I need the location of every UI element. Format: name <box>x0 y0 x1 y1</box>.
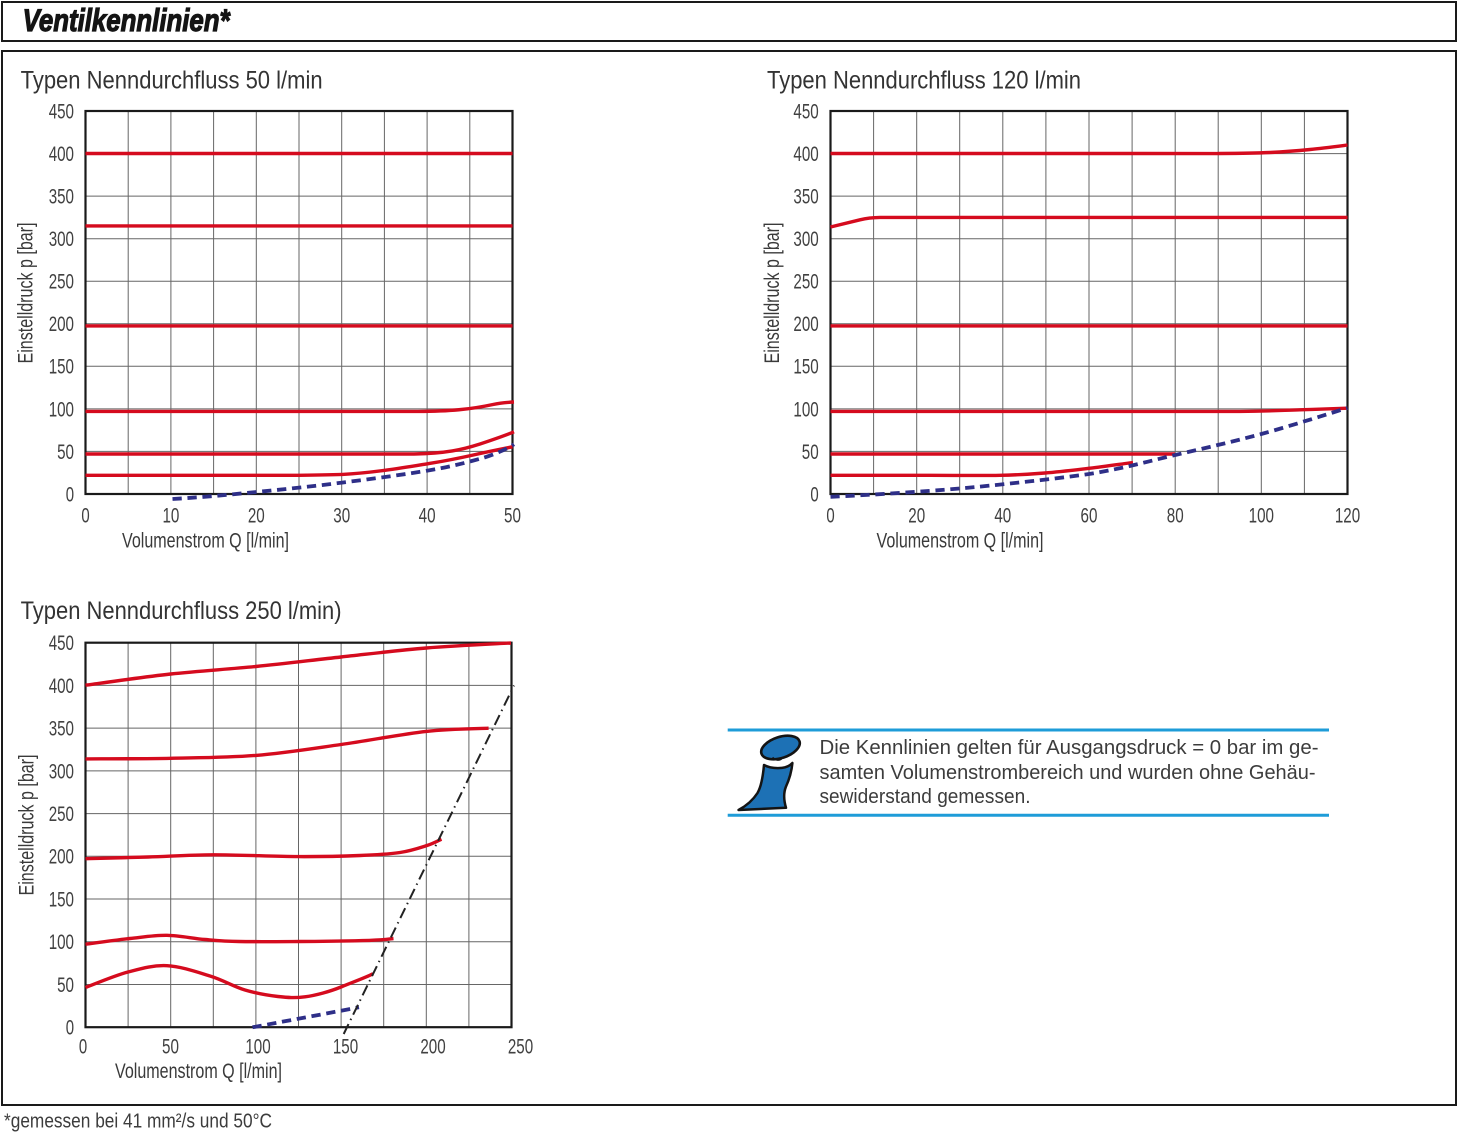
svg-text:50: 50 <box>504 504 521 528</box>
svg-text:Ventilkennlinien*: Ventilkennlinien* <box>23 2 231 38</box>
svg-text:120: 120 <box>1335 504 1360 528</box>
svg-text:450: 450 <box>49 631 74 655</box>
svg-text:250: 250 <box>49 270 74 294</box>
svg-text:400: 400 <box>49 142 74 166</box>
svg-text:150: 150 <box>49 355 74 379</box>
svg-text:40: 40 <box>994 504 1011 528</box>
svg-text:50: 50 <box>57 973 74 997</box>
svg-text:250: 250 <box>49 802 74 826</box>
svg-text:200: 200 <box>49 312 74 336</box>
svg-text:Volumenstrom Q [l/min]: Volumenstrom Q [l/min] <box>122 529 289 553</box>
svg-text:20: 20 <box>908 504 925 528</box>
svg-text:50: 50 <box>162 1035 179 1059</box>
svg-text:80: 80 <box>1167 504 1184 528</box>
svg-text:350: 350 <box>49 185 74 209</box>
svg-text:40: 40 <box>419 504 436 528</box>
svg-text:samten Volumenstrombereich und: samten Volumenstrombereich und wurden oh… <box>820 762 1316 784</box>
svg-text:100: 100 <box>49 397 74 421</box>
svg-text:0: 0 <box>826 504 834 528</box>
svg-text:Typen Nenndurchfluss 250 l/min: Typen Nenndurchfluss 250 l/min) <box>21 597 342 625</box>
svg-text:Typen Nenndurchfluss 50 l/min: Typen Nenndurchfluss 50 l/min <box>21 66 323 94</box>
svg-text:50: 50 <box>57 440 74 464</box>
svg-text:Einstelldruck p [bar]: Einstelldruck p [bar] <box>15 755 39 896</box>
svg-text:350: 350 <box>49 717 74 741</box>
svg-text:10: 10 <box>162 504 179 528</box>
svg-text:30: 30 <box>333 504 350 528</box>
svg-text:100: 100 <box>245 1035 270 1059</box>
svg-text:400: 400 <box>49 674 74 698</box>
svg-text:0: 0 <box>79 1035 87 1059</box>
svg-text:*gemessen bei 41 mm²/s und 50°: *gemessen bei 41 mm²/s und 50°C <box>4 1111 272 1133</box>
svg-text:450: 450 <box>49 99 74 123</box>
svg-text:60: 60 <box>1081 504 1098 528</box>
svg-text:250: 250 <box>508 1035 533 1059</box>
svg-text:400: 400 <box>793 142 818 166</box>
svg-text:350: 350 <box>793 185 818 209</box>
svg-text:100: 100 <box>1249 504 1274 528</box>
svg-text:100: 100 <box>793 397 818 421</box>
svg-text:0: 0 <box>810 482 818 506</box>
svg-text:Einstelldruck p [bar]: Einstelldruck p [bar] <box>14 223 38 364</box>
svg-text:300: 300 <box>49 227 74 251</box>
svg-text:450: 450 <box>793 99 818 123</box>
svg-text:0: 0 <box>66 482 74 506</box>
svg-text:300: 300 <box>793 227 818 251</box>
svg-text:200: 200 <box>420 1035 445 1059</box>
svg-text:200: 200 <box>49 845 74 869</box>
svg-text:Einstelldruck p [bar]: Einstelldruck p [bar] <box>760 223 784 364</box>
svg-text:250: 250 <box>793 270 818 294</box>
svg-text:0: 0 <box>81 504 89 528</box>
svg-text:Volumenstrom Q [l/min]: Volumenstrom Q [l/min] <box>877 529 1044 553</box>
svg-text:300: 300 <box>49 759 74 783</box>
svg-text:Volumenstrom Q [l/min]: Volumenstrom Q [l/min] <box>115 1059 282 1083</box>
svg-text:20: 20 <box>248 504 265 528</box>
svg-text:50: 50 <box>802 440 819 464</box>
svg-text:0: 0 <box>66 1016 74 1040</box>
svg-text:150: 150 <box>333 1035 358 1059</box>
svg-text:Typen Nenndurchfluss 120 l/min: Typen Nenndurchfluss 120 l/min <box>767 66 1081 94</box>
svg-text:150: 150 <box>49 887 74 911</box>
svg-text:200: 200 <box>793 312 818 336</box>
svg-text:Die Kennlinien gelten für Ausg: Die Kennlinien gelten für Ausgangsdruck … <box>820 737 1319 759</box>
svg-text:sewiderstand gemessen.: sewiderstand gemessen. <box>820 786 1031 808</box>
svg-text:100: 100 <box>49 930 74 954</box>
svg-text:150: 150 <box>793 355 818 379</box>
